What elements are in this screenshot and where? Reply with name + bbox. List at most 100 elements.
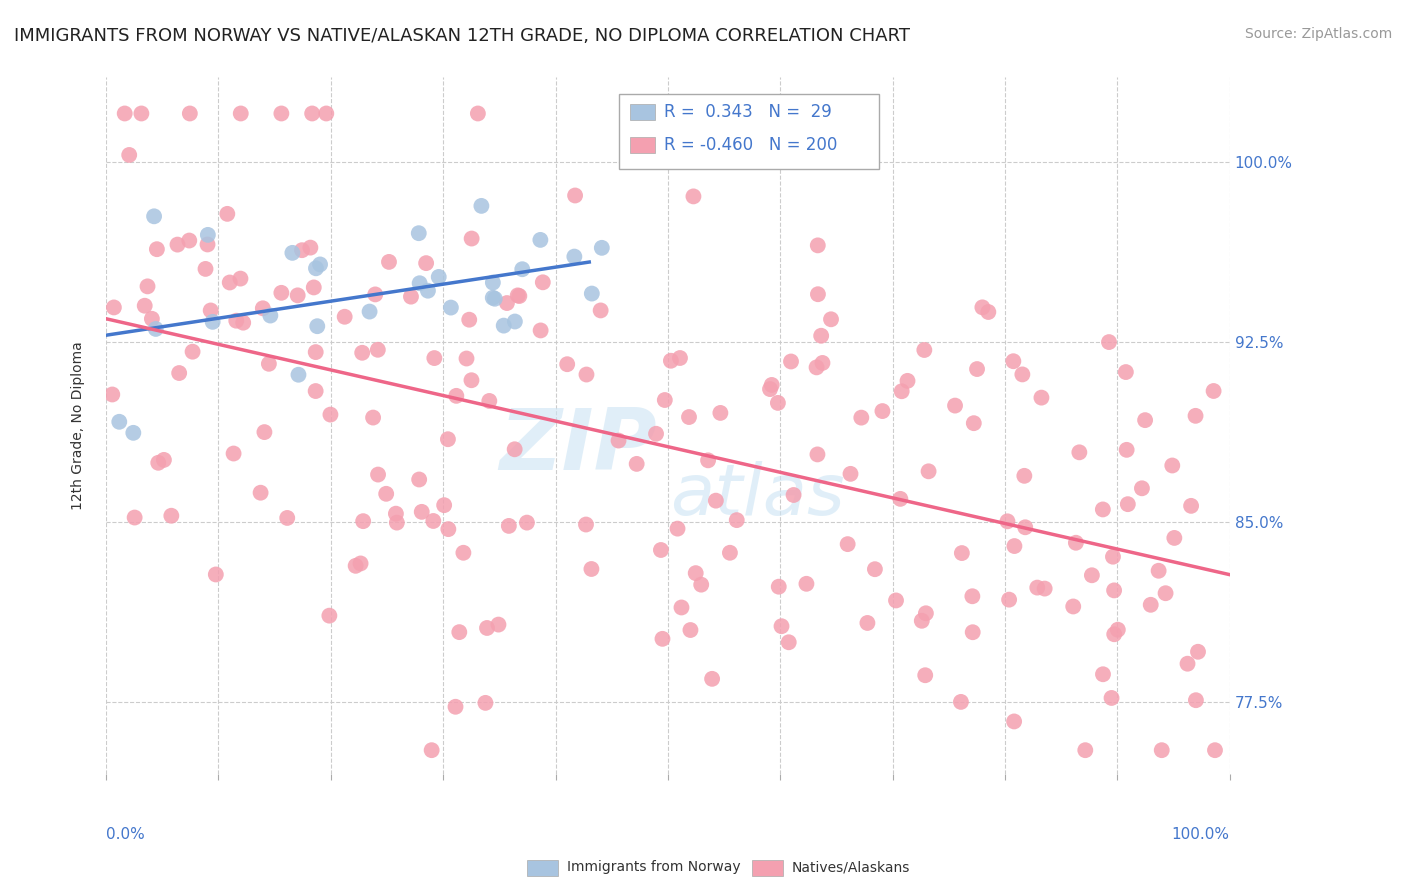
Point	[690, 577, 713, 591]
Point	[1062, 599, 1084, 614]
Point	[146, 242, 169, 256]
Point	[555, 357, 578, 371]
Point	[1102, 627, 1125, 641]
Point	[253, 425, 276, 439]
Point	[770, 619, 793, 633]
Point	[257, 357, 280, 371]
Point	[478, 393, 501, 408]
Point	[1098, 334, 1121, 349]
Point	[645, 426, 668, 441]
Point	[851, 410, 873, 425]
Point	[270, 106, 292, 120]
Point	[422, 514, 444, 528]
Point	[408, 277, 430, 291]
Point	[179, 234, 201, 248]
Point	[252, 301, 274, 316]
Point	[1150, 743, 1173, 757]
Point	[467, 106, 489, 120]
Point	[1163, 531, 1185, 545]
Point	[1130, 481, 1153, 495]
Point	[276, 511, 298, 525]
Point	[302, 280, 325, 294]
Point	[270, 285, 292, 300]
Point	[319, 408, 342, 422]
Point	[108, 415, 131, 429]
Point	[856, 615, 879, 630]
Point	[249, 485, 271, 500]
Point	[1161, 458, 1184, 473]
Point	[482, 276, 505, 290]
Point	[423, 351, 446, 365]
Point	[1091, 502, 1114, 516]
Point	[697, 453, 720, 467]
Point	[194, 261, 217, 276]
Point	[682, 189, 704, 203]
Point	[291, 243, 314, 257]
Point	[810, 328, 832, 343]
Point	[516, 516, 538, 530]
Point	[863, 562, 886, 576]
Point	[966, 362, 988, 376]
Point	[806, 360, 828, 375]
Point	[318, 608, 340, 623]
Point	[704, 493, 727, 508]
Point	[205, 567, 228, 582]
Point	[496, 296, 519, 310]
Point	[884, 593, 907, 607]
Point	[498, 519, 520, 533]
Point	[997, 514, 1019, 528]
Point	[367, 343, 389, 357]
Text: ZIP: ZIP	[499, 405, 657, 488]
Point	[671, 600, 693, 615]
Point	[806, 447, 828, 461]
Text: 100.0%: 100.0%	[1171, 827, 1230, 842]
Point	[1064, 535, 1087, 549]
Point	[915, 607, 938, 621]
Point	[780, 354, 803, 368]
Point	[530, 323, 553, 337]
Point	[943, 399, 966, 413]
Point	[333, 310, 356, 324]
Point	[972, 301, 994, 315]
Point	[1115, 442, 1137, 457]
Text: atlas: atlas	[671, 461, 845, 530]
Point	[359, 304, 381, 318]
Point	[581, 286, 603, 301]
Point	[678, 410, 700, 425]
Point	[1102, 549, 1125, 564]
Point	[122, 425, 145, 440]
Point	[181, 344, 204, 359]
Point	[718, 546, 741, 560]
Point	[607, 434, 630, 448]
Point	[101, 387, 124, 401]
Point	[378, 255, 401, 269]
Point	[872, 404, 894, 418]
Point	[399, 290, 422, 304]
Point	[179, 106, 201, 120]
Point	[589, 303, 612, 318]
Point	[148, 456, 170, 470]
Point	[299, 241, 322, 255]
Point	[889, 491, 911, 506]
Point	[225, 314, 247, 328]
Point	[460, 373, 482, 387]
Point	[160, 508, 183, 523]
Point	[761, 378, 783, 392]
Point	[1091, 667, 1114, 681]
Point	[375, 487, 398, 501]
Point	[666, 522, 689, 536]
Point	[506, 288, 529, 302]
Point	[962, 589, 984, 603]
Point	[562, 250, 585, 264]
Point	[437, 522, 460, 536]
Point	[475, 621, 498, 635]
Point	[837, 537, 859, 551]
Point	[1101, 690, 1123, 705]
Point	[977, 305, 1000, 319]
Point	[564, 188, 586, 202]
Point	[118, 148, 141, 162]
Point	[408, 226, 430, 240]
Point	[484, 292, 506, 306]
Point	[575, 517, 598, 532]
Point	[287, 288, 309, 302]
